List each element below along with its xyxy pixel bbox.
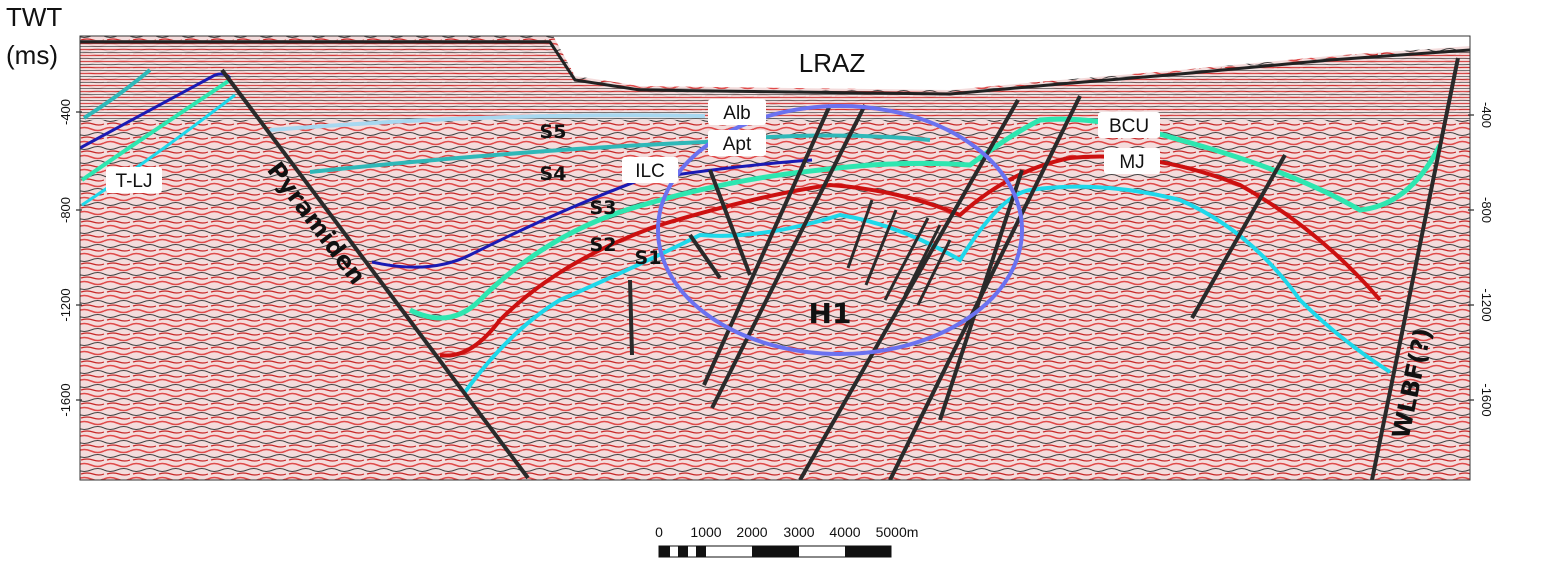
- horizon-upper-left: [82, 68, 152, 120]
- label-s5: S5: [540, 121, 567, 143]
- minor-fault-lines: [846, 199, 952, 306]
- label-s1: S1: [635, 247, 662, 269]
- seafloor-reflector: [80, 40, 1470, 96]
- horizon-bcu: [408, 116, 1443, 321]
- right-tick-1200: -1200: [1479, 288, 1494, 321]
- scale-segment: [678, 546, 688, 557]
- minor-fault-2: [864, 209, 898, 286]
- axis-title-twt: TWT: [6, 2, 63, 32]
- alb-label-box: [708, 99, 766, 125]
- scale-segment: [845, 546, 891, 557]
- horizon-cyan-lower: [463, 184, 1392, 394]
- seismic-panel: [80, 36, 1470, 480]
- right-tick-800: -800: [1479, 197, 1494, 223]
- scale-segment: [696, 546, 706, 557]
- horizon-tlj-teal: [80, 78, 232, 182]
- fault-6: [1190, 154, 1287, 319]
- water-column: [553, 36, 1470, 90]
- label-s2: S2: [590, 234, 617, 256]
- scale-tick-2000: 2000: [736, 524, 767, 540]
- label-s4: S4: [540, 163, 567, 185]
- scale-tick-4000: 4000: [829, 524, 860, 540]
- scale-bar: 0 1000 2000 3000 4000 5000m: [655, 524, 919, 558]
- left-tick-1600: -1600: [58, 383, 73, 416]
- left-tick-400: -400: [58, 99, 73, 125]
- label-apt: Apt: [723, 134, 752, 155]
- label-s3: S3: [590, 197, 617, 219]
- tlj-label-box: [106, 167, 162, 193]
- horizon-alb: [269, 113, 706, 132]
- left-tick-1200: -1200: [58, 288, 73, 321]
- label-ilc: ILC: [635, 161, 665, 182]
- scale-segment: [659, 546, 670, 557]
- axis-title-ms: (ms): [6, 40, 58, 70]
- ilc-label-box: [622, 157, 678, 183]
- fault-wlbf: [1370, 57, 1460, 480]
- bcu-label-box: [1098, 112, 1160, 138]
- minor-fault-3: [883, 217, 930, 301]
- minor-fault-4: [903, 224, 942, 296]
- fault-5: [938, 169, 1024, 421]
- lraz-label-box: [790, 44, 874, 82]
- mj-label-box: [1104, 148, 1160, 174]
- fault-1: [702, 104, 832, 386]
- label-lraz: LRAZ: [799, 48, 866, 78]
- minor-fault-1: [846, 199, 874, 269]
- horizon-tlj-cyan: [81, 93, 236, 207]
- left-axis: -400 -800 -1200 -1600: [58, 99, 82, 417]
- horizon-mj: [439, 154, 1382, 358]
- scale-tick-0: 0: [655, 524, 663, 540]
- apt-label-box: [708, 130, 766, 156]
- horizon-ilc: [371, 158, 813, 269]
- label-mj: MJ: [1119, 152, 1144, 173]
- label-tlj: T-LJ: [116, 171, 153, 192]
- fault-pyramiden: [220, 68, 530, 480]
- scale-tick-1000: 1000: [690, 524, 721, 540]
- layered-overburden: [80, 40, 1470, 120]
- minor-fault-5: [916, 239, 952, 306]
- fault-7: [708, 169, 752, 276]
- label-bcu: BCU: [1109, 116, 1149, 137]
- fault-9: [628, 279, 634, 356]
- scale-tick-3000: 3000: [783, 524, 814, 540]
- right-axis: -400 -800 -1200 -1600: [1468, 102, 1494, 417]
- fault-lines: [220, 57, 1460, 480]
- scale-segment: [752, 546, 799, 557]
- scale-tick-5000m: 5000m: [876, 524, 919, 540]
- fault-2: [710, 104, 867, 409]
- h1-ellipse: [656, 104, 1024, 356]
- fault-8: [688, 233, 722, 280]
- label-h1: H1: [809, 297, 852, 330]
- label-alb: Alb: [723, 103, 750, 124]
- right-tick-1600: -1600: [1479, 383, 1494, 416]
- left-tick-800: -800: [58, 197, 73, 223]
- right-tick-400: -400: [1479, 102, 1494, 128]
